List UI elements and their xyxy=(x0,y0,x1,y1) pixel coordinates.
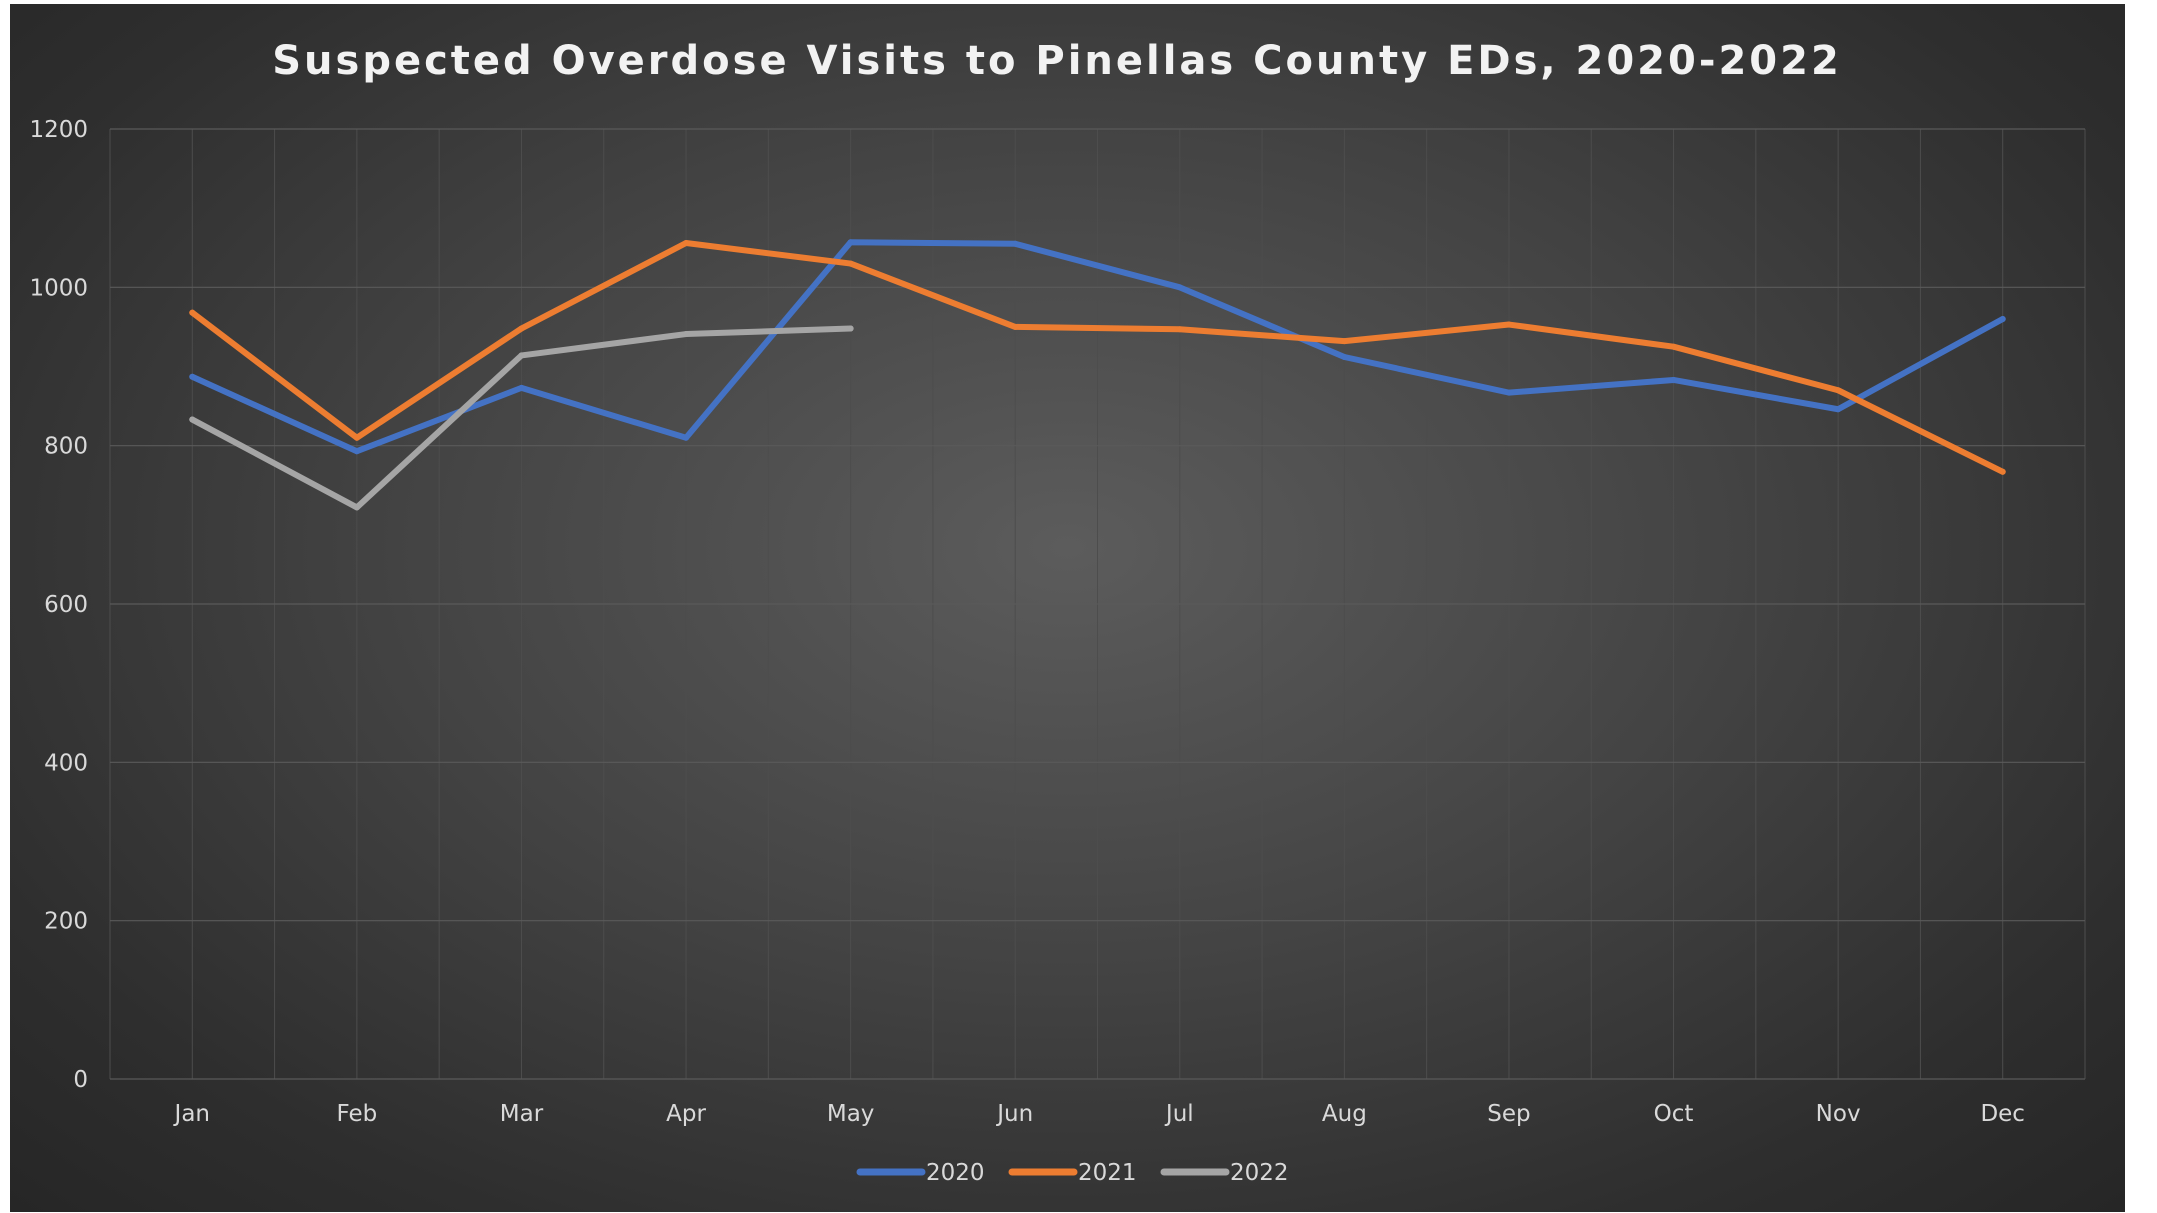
data-point-2020 xyxy=(1012,240,1019,247)
data-point-2021 xyxy=(1835,387,1842,394)
data-point-2020 xyxy=(1835,406,1842,413)
legend-label-2020: 2020 xyxy=(926,1160,985,1186)
y-tick-label: 200 xyxy=(44,909,88,935)
y-tick-label: 400 xyxy=(44,750,88,776)
series-layer xyxy=(189,239,2006,511)
data-point-2022 xyxy=(518,352,525,359)
data-point-2021 xyxy=(1505,321,1512,328)
data-point-2020 xyxy=(518,384,525,391)
x-tick-label: Oct xyxy=(1654,1101,1694,1127)
data-point-2020 xyxy=(1341,354,1348,360)
data-point-2020 xyxy=(1999,316,2006,322)
data-point-2022 xyxy=(353,504,360,511)
data-point-2021 xyxy=(1176,326,1183,333)
chart-frame: Suspected Overdose Visits to Pinellas Co… xyxy=(10,4,2125,1212)
chart-title: Suspected Overdose Visits to Pinellas Co… xyxy=(272,38,1842,84)
data-point-2020 xyxy=(353,448,360,455)
data-point-2021 xyxy=(518,325,525,332)
x-axis-ticks: Jan Feb Mar Apr May Jun Jul Aug Sep Oct Nov Dec xyxy=(173,1101,2025,1127)
data-point-2020 xyxy=(1176,284,1183,291)
grid-layer xyxy=(109,128,2086,1080)
x-tick-label: Aug xyxy=(1322,1101,1367,1127)
y-tick-label: 0 xyxy=(73,1067,88,1093)
y-tick-label: 800 xyxy=(44,434,88,460)
data-point-2021 xyxy=(1341,338,1348,345)
x-tick-label: May xyxy=(827,1101,875,1127)
x-tick-label: Nov xyxy=(1816,1101,1861,1127)
data-point-2020 xyxy=(1505,389,1512,396)
data-point-2022 xyxy=(847,325,854,332)
x-tick-label: Jun xyxy=(995,1101,1033,1127)
legend-label-2021: 2021 xyxy=(1078,1160,1137,1186)
data-point-2022 xyxy=(189,416,196,423)
y-tick-label: 600 xyxy=(44,592,88,618)
data-point-2021 xyxy=(353,434,360,441)
x-tick-label: Mar xyxy=(500,1101,544,1127)
data-point-2021 xyxy=(1999,468,2006,475)
data-point-2020 xyxy=(847,239,854,246)
legend-label-2022: 2022 xyxy=(1230,1160,1289,1186)
x-tick-label: Dec xyxy=(1980,1101,2025,1127)
y-axis-ticks: 0 200 400 600 800 1000 1200 xyxy=(29,117,88,1093)
data-point-2020 xyxy=(1670,376,1677,383)
data-point-2021 xyxy=(189,309,196,316)
data-point-2020 xyxy=(189,373,196,380)
y-tick-label: 1000 xyxy=(29,275,88,301)
data-point-2021 xyxy=(847,260,854,267)
data-point-2020 xyxy=(683,434,690,441)
x-tick-label: Sep xyxy=(1487,1101,1530,1127)
y-tick-label: 1200 xyxy=(29,117,88,143)
x-tick-label: Jan xyxy=(173,1101,210,1127)
series-line-2020 xyxy=(189,239,2006,455)
data-point-2021 xyxy=(683,240,690,246)
legend: 2020 2021 2022 xyxy=(856,1160,1289,1186)
line-chart: Suspected Overdose Visits to Pinellas Co… xyxy=(29,38,2086,1186)
data-point-2021 xyxy=(1012,323,1019,330)
x-tick-label: Apr xyxy=(666,1101,706,1127)
data-point-2022 xyxy=(683,331,690,338)
data-point-2021 xyxy=(1670,343,1677,350)
x-tick-label: Feb xyxy=(337,1101,378,1127)
x-tick-label: Jul xyxy=(1164,1101,1194,1127)
series-line-2021 xyxy=(189,240,2006,475)
